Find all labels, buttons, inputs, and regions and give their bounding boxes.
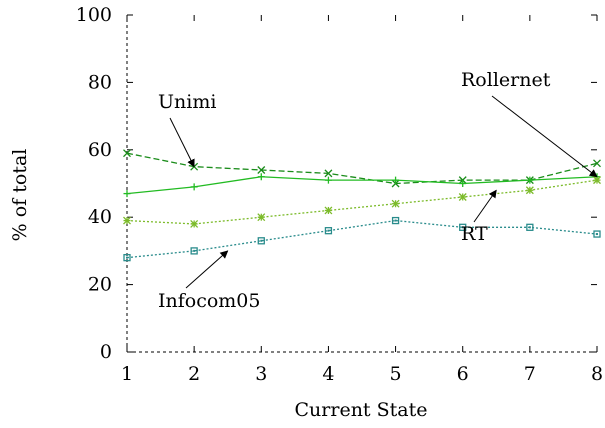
data-point: [123, 190, 131, 198]
y-tick-label: 0: [100, 341, 112, 363]
annotation-unimi: Unimi: [158, 91, 216, 168]
data-point: [190, 247, 198, 255]
data-point: [257, 237, 265, 245]
data-point: [391, 199, 400, 208]
y-tick-label: 100: [76, 4, 112, 26]
annotation-rt: RT: [461, 189, 497, 245]
annotation-label: RT: [461, 223, 488, 245]
x-tick-label: 6: [457, 363, 469, 385]
x-axis-label: Current State: [295, 399, 428, 421]
series-layer: [123, 149, 601, 262]
axes: [126, 15, 597, 353]
x-tick-label: 8: [591, 363, 603, 385]
data-point: [458, 193, 467, 201]
data-point: [123, 216, 131, 225]
data-point: [593, 176, 601, 185]
annotation-label: Rollernet: [461, 69, 551, 91]
y-tick-label: 20: [88, 274, 112, 296]
x-tick-label: 4: [322, 363, 334, 385]
series-line: [126, 179, 598, 225]
data-point: [593, 230, 601, 238]
data-point: [257, 166, 266, 174]
y-axis-label: % of total: [9, 149, 31, 242]
annotations: Unimi Rollernet RT Infocom05: [158, 69, 598, 312]
data-point: [190, 219, 199, 228]
x-tick-label: 3: [255, 363, 267, 385]
x-tick-label: 7: [524, 363, 536, 385]
data-point: [526, 176, 534, 184]
y-tick-label: 40: [88, 206, 112, 228]
x-tick-label: 2: [188, 363, 200, 385]
annotation-label: Infocom05: [158, 290, 261, 312]
y-tick-label: 60: [88, 139, 112, 161]
annotation-arrow: [491, 95, 598, 178]
annotation-arrow: [185, 250, 229, 289]
data-point: [257, 173, 265, 181]
data-point: [392, 176, 400, 184]
series-line: [126, 176, 598, 195]
data-point: [324, 227, 333, 235]
series-line: [126, 219, 598, 259]
series-rollernet: [123, 173, 601, 198]
series-rt: [123, 176, 601, 228]
data-point: [526, 223, 534, 231]
x-tick-label: 5: [390, 363, 402, 385]
series-infocom05: [123, 216, 601, 262]
data-point: [391, 216, 400, 225]
data-point: [123, 149, 131, 158]
annotation-arrow: [473, 189, 497, 223]
series-line: [126, 152, 598, 185]
data-point: [593, 159, 601, 168]
data-point: [123, 253, 131, 262]
annotation-rollernet: Rollernet: [461, 69, 598, 178]
data-point: [190, 183, 198, 191]
y-tick-label: 80: [88, 71, 112, 93]
data-point: [459, 180, 467, 187]
annotation-infocom05: Infocom05: [158, 250, 261, 312]
data-point: [324, 169, 333, 178]
data-point: [257, 213, 266, 222]
data-point: [324, 176, 332, 184]
data-point: [459, 223, 467, 231]
series-unimi: [123, 149, 601, 188]
annotation-label: Unimi: [158, 91, 216, 113]
data-point: [324, 206, 333, 215]
annotation-arrow: [169, 117, 195, 168]
data-point: [525, 186, 534, 195]
x-tick-label: 1: [121, 363, 133, 385]
